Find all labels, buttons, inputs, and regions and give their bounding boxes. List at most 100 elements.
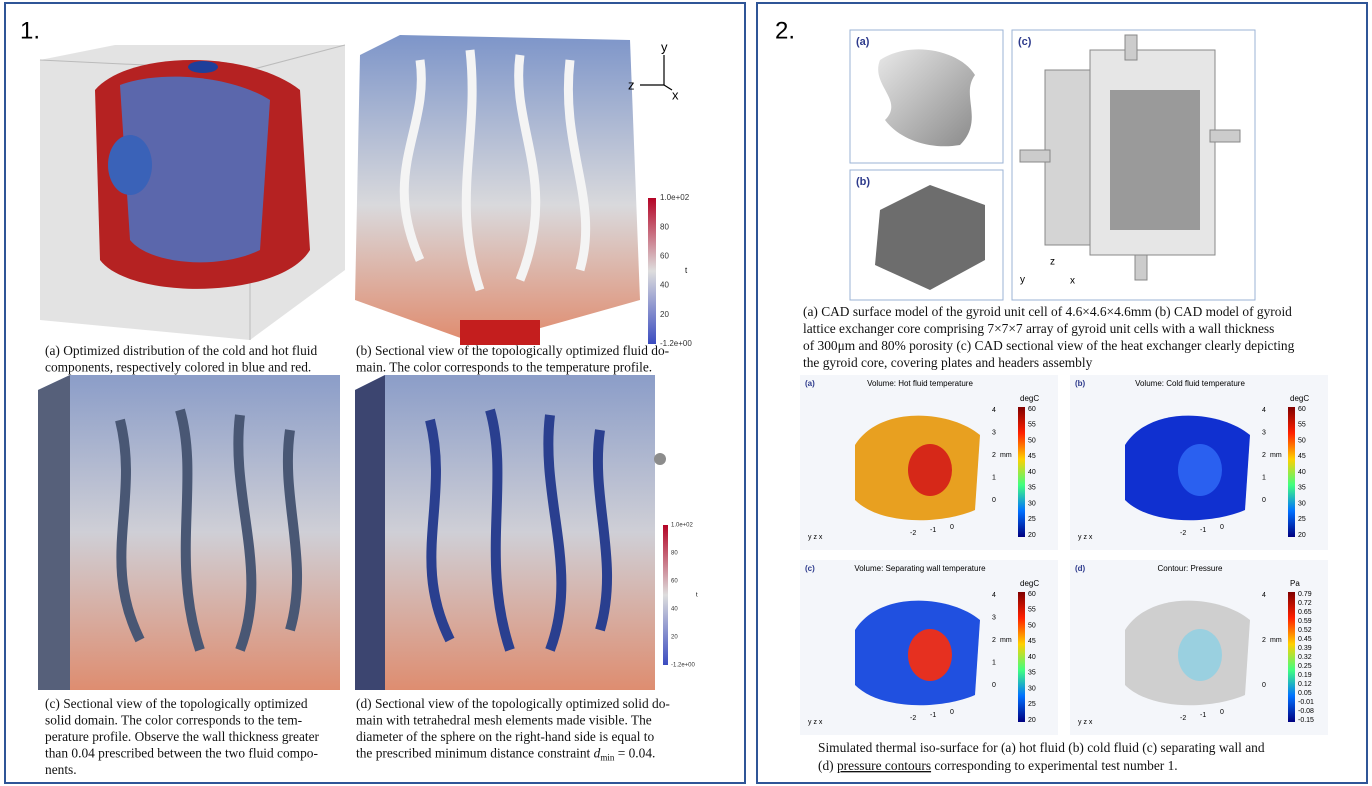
axis-unit: mm [1270, 452, 1282, 459]
caption-line: perature profile. Observe the wall thick… [45, 729, 320, 744]
axis-tick: -2 [1180, 530, 1186, 537]
caption-line: (d) Sectional view of the topologically … [356, 696, 670, 711]
colorbar-tick: 45 [1028, 638, 1036, 645]
axis-tick: -1 [1200, 712, 1206, 719]
colorbar-tick: 80 [660, 222, 669, 231]
colorbar-tick: 35 [1028, 485, 1036, 492]
colorbar-tick: 0.79 [1298, 591, 1312, 598]
colorbar [1288, 407, 1295, 537]
colorbar-unit: degC [1020, 394, 1039, 403]
caption-text: the prescribed minimum distance constrai… [356, 746, 594, 761]
colorbar-unit: Pa [1290, 579, 1300, 588]
colorbar-tick: 40 [660, 281, 669, 290]
colorbar-tick: 60 [1028, 591, 1036, 598]
caption-line: Simulated thermal iso-surface for (a) ho… [818, 740, 1265, 755]
axis-tick: -2 [910, 530, 916, 537]
image-label: (c) [1018, 36, 1032, 48]
colorbar-tick: -1.2e+00 [671, 663, 696, 669]
colorbar-tick: 0.59 [1298, 618, 1312, 625]
colorbar-tick: 20 [671, 635, 678, 641]
plot-title: Volume: Cold fluid temperature [1135, 379, 1245, 388]
colorbar [1018, 407, 1025, 537]
colorbar-tick: 80 [671, 551, 678, 557]
caption-line: main with tetrahedral mesh elements made… [356, 713, 652, 728]
axis-triad: y z x [808, 534, 823, 541]
plot-title: Volume: Hot fluid temperature [867, 379, 973, 388]
axis-tick: -2 [910, 715, 916, 722]
colorbar-tick: 40 [1028, 469, 1036, 476]
axis-tick: 3 [992, 614, 996, 621]
sim-plot [1070, 560, 1328, 735]
axis-triad: y z x [808, 719, 823, 726]
colorbar-tick: 20 [660, 310, 669, 319]
axis-triad: y z x [1078, 534, 1093, 541]
colorbar-tick: 40 [1298, 469, 1306, 476]
image-d [355, 375, 666, 690]
sim-plot [800, 560, 1058, 735]
axis-tick: 2 [1262, 452, 1266, 459]
axis-tick: 0 [992, 497, 996, 504]
image-b [355, 35, 640, 345]
plot-title: Volume: Separating wall temperature [854, 564, 986, 573]
colorbar-tick: 45 [1298, 453, 1306, 460]
axis-label: x [672, 87, 679, 102]
colorbar-tick: 0.19 [1298, 672, 1312, 679]
axis-tick: 0 [950, 709, 954, 716]
panel-number: 1. [20, 17, 40, 44]
axis-tick: -1 [930, 527, 936, 534]
colorbar-tick: -0.15 [1298, 717, 1314, 724]
sim-plot [800, 375, 1058, 550]
image-label: (b) [856, 176, 870, 188]
gyroid-cell [878, 49, 975, 147]
colorbar-tick: 60 [671, 579, 678, 585]
axis-tick: 2 [992, 637, 996, 644]
caption-line: of 300μm and 80% porosity (c) CAD sectio… [803, 338, 1295, 353]
colorbar-tick: 0.25 [1298, 663, 1312, 670]
colorbar-tick: 25 [1298, 516, 1306, 523]
caption-line: (c) Sectional view of the topologically … [45, 696, 308, 711]
caption-link: pressure contours [837, 758, 931, 773]
axis-label: z [628, 77, 635, 92]
sim-plot [1070, 375, 1328, 550]
colorbar-tick: 0.72 [1298, 600, 1312, 607]
colorbar-tick: 1.0e+02 [660, 193, 690, 202]
colorbar [663, 525, 668, 665]
colorbar-tick: 60 [1298, 406, 1306, 413]
colorbar-tick: 30 [1028, 500, 1036, 507]
axis-tick: 0 [1220, 709, 1224, 716]
colorbar [648, 198, 656, 344]
caption-line: diameter of the sphere on the right-hand… [356, 729, 655, 744]
axis-label: x [1070, 276, 1075, 287]
colorbar-tick: 0.32 [1298, 654, 1312, 661]
caption-line: solid domain. The color corresponds to t… [45, 713, 302, 728]
heat-exchanger [1019, 34, 1241, 281]
colorbar-tick: -1.2e+00 [660, 339, 692, 348]
colorbar-tick: 0.45 [1298, 636, 1312, 643]
colorbar [1288, 592, 1295, 722]
colorbar-tick: 0.05 [1298, 690, 1312, 697]
axis-tick: 0 [1262, 682, 1266, 689]
colorbar-tick: 1.0e+02 [671, 523, 694, 529]
axis-tick: -1 [1200, 527, 1206, 534]
colorbar-tick: 35 [1298, 485, 1306, 492]
iso-hole [908, 444, 952, 496]
axis-tick: 1 [992, 474, 996, 481]
colorbar-tick: 20 [1028, 717, 1036, 724]
colorbar-tick: 55 [1028, 422, 1036, 429]
axis-tick: 1 [1262, 474, 1266, 481]
axis-tick: -2 [1180, 715, 1186, 722]
colorbar-tick: 55 [1028, 607, 1036, 614]
axis-tick: 0 [1262, 497, 1266, 504]
colorbar-tick: 60 [660, 252, 669, 261]
axis-triad [640, 55, 673, 91]
panel-number: 2. [775, 17, 795, 44]
colorbar-tick: 0.12 [1298, 681, 1312, 688]
colorbar-tick: 40 [671, 607, 678, 613]
math-symbol: d [594, 746, 601, 761]
iso-hole [908, 629, 952, 681]
colorbar-label: t [696, 593, 698, 599]
caption-line: (a) Optimized distribution of the cold a… [45, 343, 318, 358]
caption-line: main. The color corresponds to the tempe… [356, 360, 652, 375]
plot-title: Contour: Pressure [1158, 564, 1223, 573]
